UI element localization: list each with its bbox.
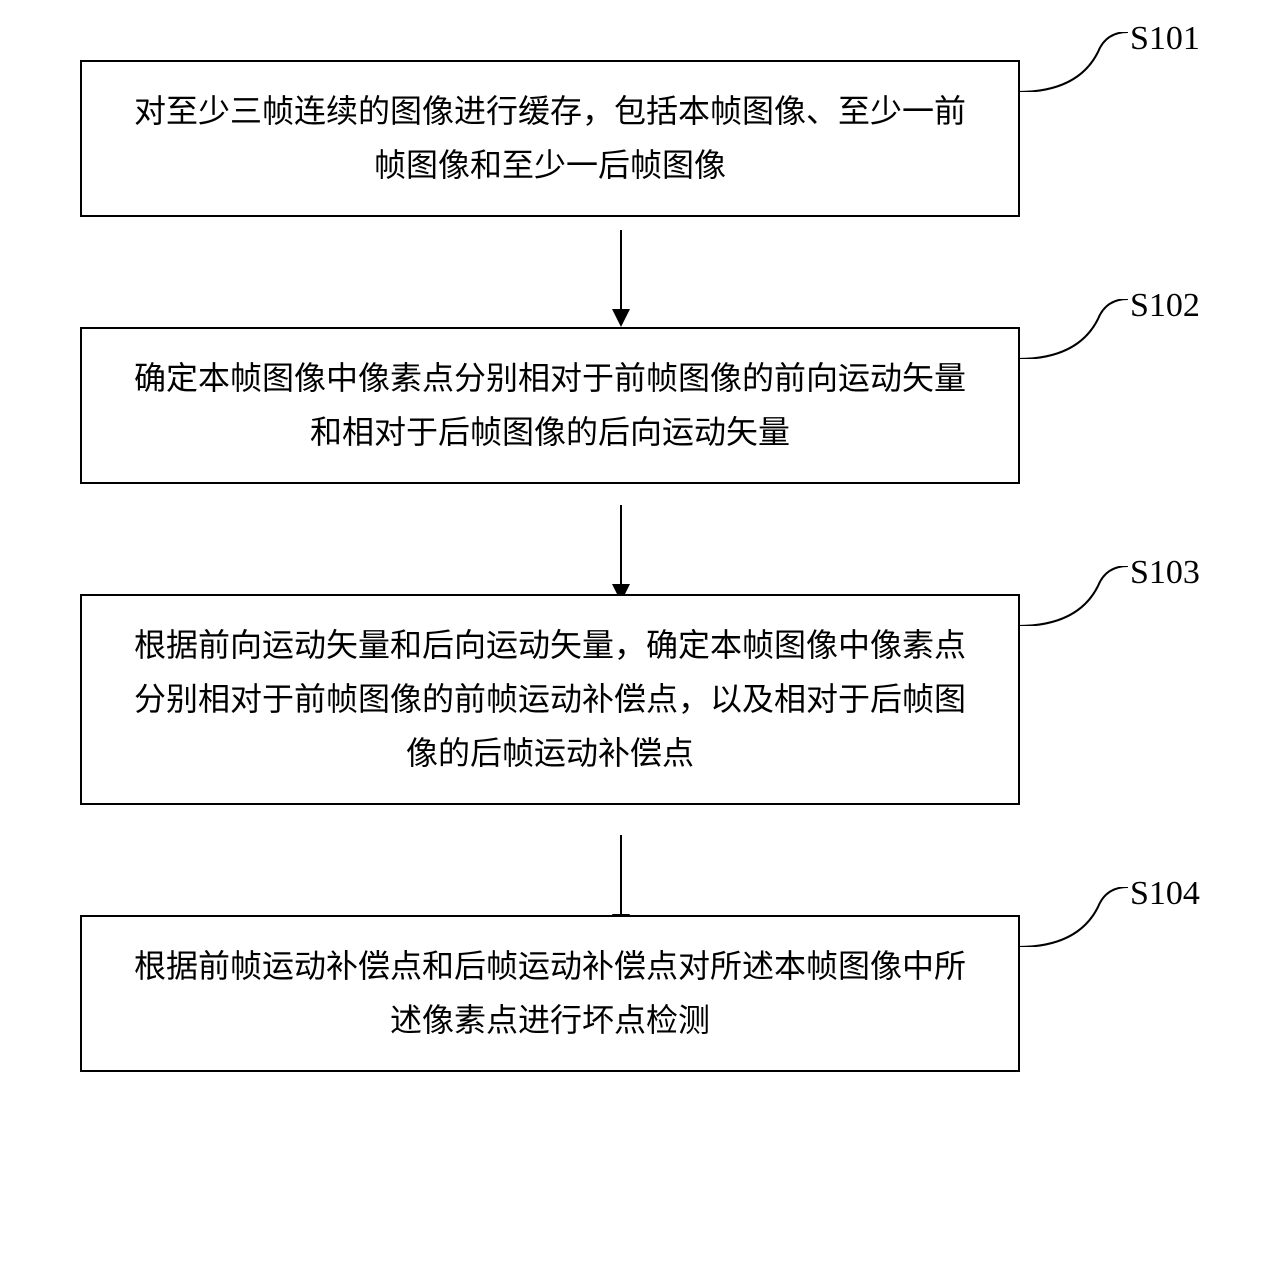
step-text: 根据前向运动矢量和后向运动矢量，确定本帧图像中像素点分别相对于前帧图像的前帧运动…	[134, 627, 966, 772]
flowchart-container: 对至少三帧连续的图像进行缓存，包括本帧图像、至少一前帧图像和至少一后帧图像 S1…	[80, 60, 1200, 1072]
arrow-down-icon	[620, 230, 622, 325]
step-label: S102	[1130, 287, 1200, 325]
step-text: 确定本帧图像中像素点分别相对于前帧图像的前向运动矢量和相对于后帧图像的后向运动矢…	[134, 360, 966, 450]
label-connector	[1018, 299, 1128, 359]
label-connector	[1018, 32, 1128, 92]
connector-path	[1018, 566, 1128, 626]
step-s101: 对至少三帧连续的图像进行缓存，包括本帧图像、至少一前帧图像和至少一后帧图像 S1…	[80, 60, 1200, 217]
step-text: 根据前帧运动补偿点和后帧运动补偿点对所述本帧图像中所述像素点进行坏点检测	[134, 948, 966, 1038]
arrow-down-icon	[620, 505, 622, 600]
connector-path	[1018, 32, 1128, 92]
step-label: S101	[1130, 20, 1200, 58]
step-box: 根据前帧运动补偿点和后帧运动补偿点对所述本帧图像中所述像素点进行坏点检测	[80, 915, 1020, 1072]
step-s103: 根据前向运动矢量和后向运动矢量，确定本帧图像中像素点分别相对于前帧图像的前帧运动…	[80, 594, 1200, 805]
connector-path	[1018, 299, 1128, 359]
connector-path	[1018, 887, 1128, 947]
label-connector	[1018, 566, 1128, 626]
step-s104: 根据前帧运动补偿点和后帧运动补偿点对所述本帧图像中所述像素点进行坏点检测 S10…	[80, 915, 1200, 1072]
step-text: 对至少三帧连续的图像进行缓存，包括本帧图像、至少一前帧图像和至少一后帧图像	[134, 93, 966, 183]
step-box: 根据前向运动矢量和后向运动矢量，确定本帧图像中像素点分别相对于前帧图像的前帧运动…	[80, 594, 1020, 805]
step-s102: 确定本帧图像中像素点分别相对于前帧图像的前向运动矢量和相对于后帧图像的后向运动矢…	[80, 327, 1200, 484]
step-box: 确定本帧图像中像素点分别相对于前帧图像的前向运动矢量和相对于后帧图像的后向运动矢…	[80, 327, 1020, 484]
step-box: 对至少三帧连续的图像进行缓存，包括本帧图像、至少一前帧图像和至少一后帧图像	[80, 60, 1020, 217]
step-label: S104	[1130, 875, 1200, 913]
label-connector	[1018, 887, 1128, 947]
step-label: S103	[1130, 554, 1200, 592]
